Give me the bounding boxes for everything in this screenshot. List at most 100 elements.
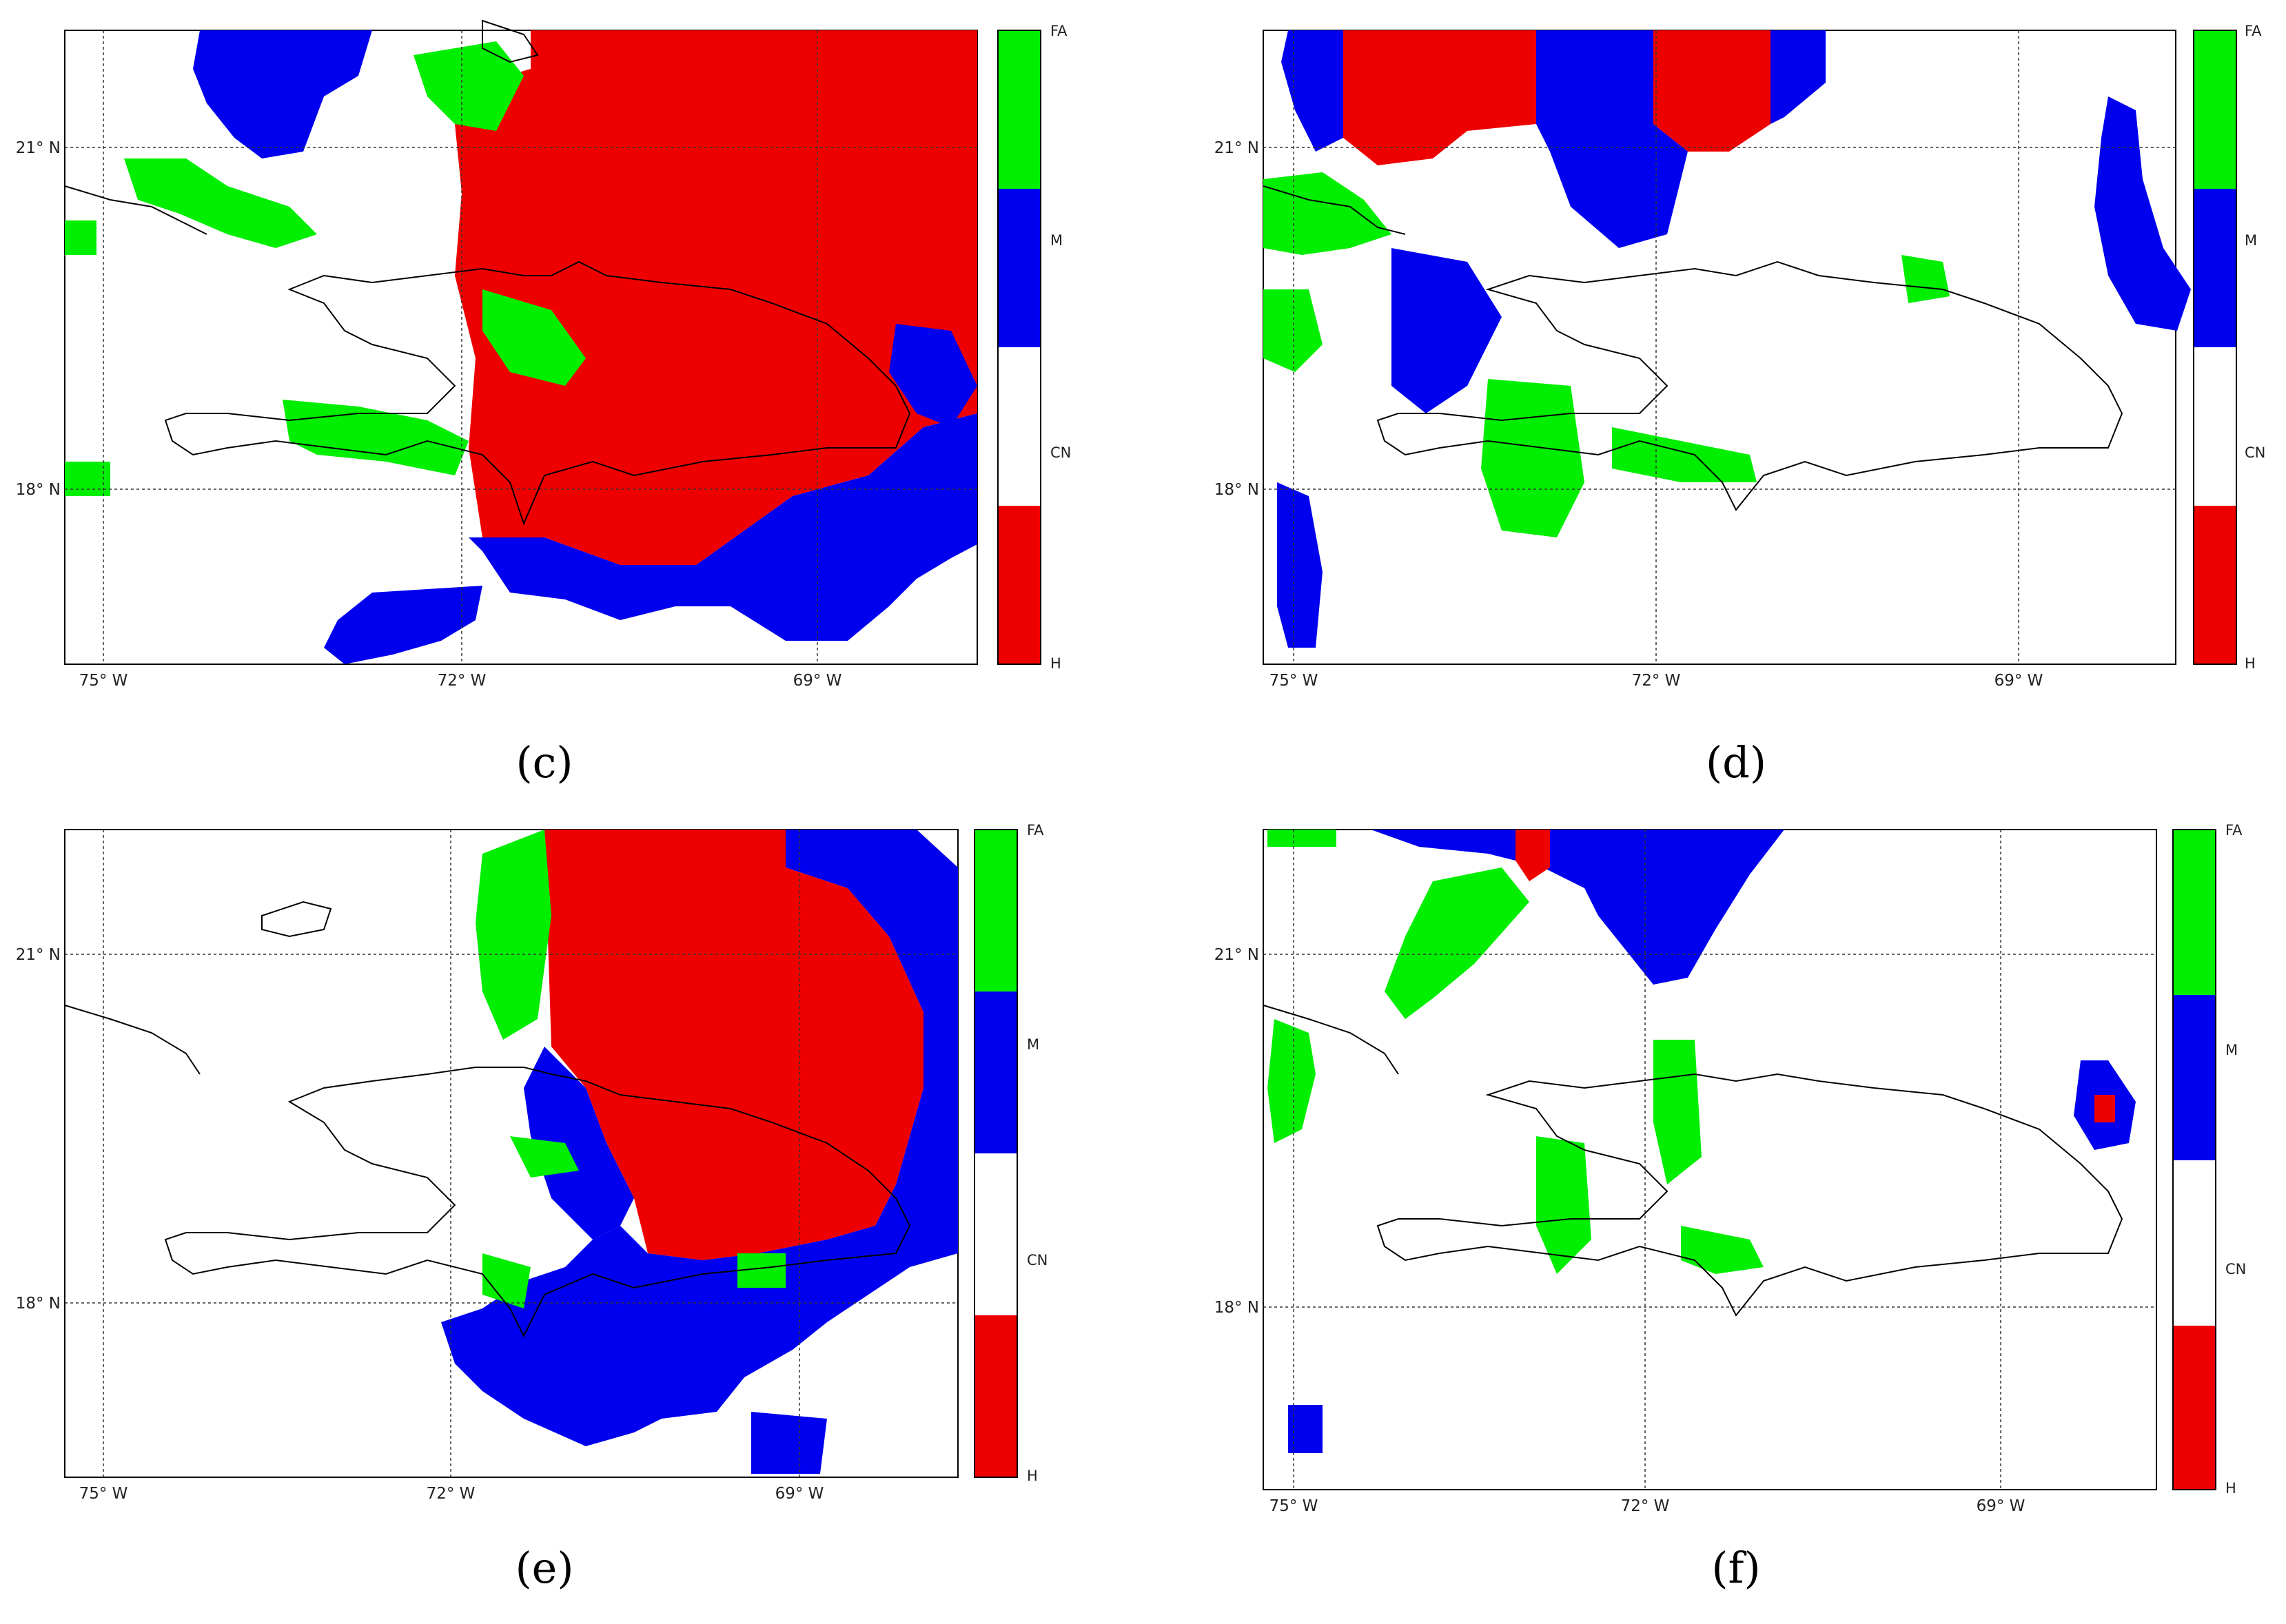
region-fa-d-2 [1481, 379, 1584, 537]
panel-label-e: (e) [515, 1543, 574, 1593]
coastline-island-e [261, 901, 332, 938]
coastline-hispaniola-d [1376, 260, 2123, 511]
colorbar-fa-c [998, 30, 1041, 189]
colorbar-m-d [2194, 189, 2236, 347]
colorbar-c: FA M CN H [997, 23, 1071, 672]
colorbar-cn-c [998, 347, 1041, 506]
region-fa-e-3 [510, 1136, 579, 1178]
colorbar-cn-e [974, 1153, 1017, 1315]
coastline-hispaniola-c [164, 260, 911, 526]
region-fa-c-1 [124, 158, 317, 248]
region-fa-d-3 [1263, 289, 1323, 372]
region-m-c-1 [469, 413, 977, 641]
colorbar-fa-f [2173, 830, 2216, 995]
region-h-d-2 [1653, 30, 1770, 152]
colorbar-f: FA M CN H [2172, 822, 2246, 1497]
lon-tick-69-e: 69° W [775, 1485, 824, 1503]
lon-tick-69-f: 69° W [1977, 1497, 2025, 1515]
colorbar-label-cn-d: CN [2245, 444, 2265, 461]
map-f: 75° W 72° W 69° W 21° N 18° N FA M CN H [1214, 822, 2247, 1515]
panel-label-d: (d) [1705, 737, 1767, 788]
region-m-d-6 [1277, 482, 1323, 648]
panel-d: 75° W 72° W 69° W 21° N 18° N FA M CN H … [1143, 0, 2286, 812]
region-fa-c-4 [482, 289, 586, 386]
lat-tick-18-d: 18° N [1214, 481, 1259, 499]
colorbar-h-e [974, 1315, 1017, 1477]
lon-tick-75-c: 75° W [79, 672, 128, 690]
region-fa-c-2 [283, 400, 469, 475]
lon-tick-72-c: 72° W [438, 672, 487, 690]
region-fa-c-6 [65, 462, 110, 496]
lat-tick-18-c: 18° N [16, 481, 61, 499]
panel-f: 75° W 72° W 69° W 21° N 18° N FA M CN H … [1143, 812, 2286, 1624]
region-fa-f-5 [1653, 1040, 1702, 1184]
colorbar-cn-d [2194, 347, 2236, 506]
coastline-cuba-f [1263, 1005, 1399, 1075]
colorbar-m-c [998, 189, 1041, 347]
colorbar-m-e [974, 991, 1017, 1153]
lon-tick-75-d: 75° W [1269, 672, 1318, 690]
colorbar-label-m-f: M [2225, 1042, 2238, 1058]
colorbar-h-c [998, 506, 1041, 664]
region-m-d-2 [1536, 30, 1688, 248]
lat-tick-18-f: 18° N [1214, 1299, 1259, 1317]
colorbar-fa-d [2194, 30, 2236, 189]
region-h-f-2 [2094, 1095, 2115, 1122]
panel-label-c: (c) [516, 737, 573, 788]
colorbar-label-h-e: H [1027, 1468, 1038, 1484]
colorbar-cn-f [2173, 1160, 2216, 1326]
region-m-f-3 [1288, 1405, 1323, 1453]
colorbar-label-h-c: H [1050, 655, 1061, 672]
region-fa-f-6 [1681, 1226, 1764, 1274]
colorbar-label-m-c: M [1050, 232, 1063, 249]
colorbar-label-m-d: M [2245, 232, 2257, 249]
colorbar-frame-f [2172, 829, 2216, 1490]
region-fa-e-1 [476, 830, 551, 1040]
region-m-d-3 [1770, 30, 1826, 124]
region-h-c [455, 30, 977, 565]
region-h-e [544, 830, 923, 1260]
lon-tick-75-f: 75° W [1269, 1497, 1318, 1515]
region-m-d-4 [2094, 96, 2191, 331]
region-fa-f-2 [1385, 867, 1529, 1019]
lon-tick-72-e: 72° W [427, 1485, 476, 1503]
colorbar-h-d [2194, 506, 2236, 664]
map-c: 75° W 72° W 69° W 21° N 18° N FA M CN H [16, 19, 1071, 690]
region-m-f-1 [1371, 830, 1784, 985]
region-m-c-2 [324, 586, 482, 664]
colorbar-h-f [2173, 1326, 2216, 1490]
panel-label-f: (f) [1711, 1543, 1761, 1593]
region-m-d-5 [1391, 248, 1502, 413]
coastline-cuba-c [64, 185, 207, 235]
lon-tick-69-c: 69° W [793, 672, 842, 690]
colorbar-d: FA M CN H [2193, 23, 2265, 672]
colorbar-frame-c [997, 30, 1041, 665]
region-m-e-3 [751, 1412, 827, 1474]
colorbar-label-h-d: H [2245, 655, 2256, 672]
coastline-hispaniola-f [1376, 1073, 2123, 1317]
colorbar-label-cn-f: CN [2225, 1261, 2246, 1277]
region-fa-d-4 [1612, 427, 1757, 482]
lon-tick-72-f: 72° W [1621, 1497, 1670, 1515]
colorbar-frame-e [974, 829, 1018, 1478]
lat-tick-21-f: 21° N [1214, 946, 1259, 964]
colorbar-label-fa-c: FA [1050, 23, 1068, 39]
coastline-hispaniola-e [164, 1067, 911, 1338]
colorbar-label-cn-e: CN [1027, 1252, 1048, 1268]
lat-tick-21-c: 21° N [16, 139, 61, 157]
colorbar-label-fa-f: FA [2225, 822, 2243, 839]
map-e: 75° W 72° W 69° W 21° N 18° N FA M CN H [16, 822, 1048, 1503]
region-h-f-1 [1516, 830, 1550, 881]
region-fa-d-5 [1901, 255, 1950, 303]
map-d: 75° W 72° W 69° W 21° N 18° N FA M CN H [1214, 23, 2266, 690]
region-fa-c-5 [65, 220, 96, 255]
coastline-cuba-d [1263, 185, 1406, 235]
panel-c: 75° W 72° W 69° W 21° N 18° N FA M CN H … [0, 0, 1143, 812]
panel-e: 75° W 72° W 69° W 21° N 18° N FA M CN H … [0, 812, 1143, 1624]
region-fa-e-4 [482, 1253, 531, 1308]
lat-tick-21-d: 21° N [1214, 139, 1259, 157]
region-m-e-2 [524, 1047, 634, 1240]
region-fa-f-4 [1536, 1136, 1591, 1274]
coastline-cuba-e [64, 1005, 201, 1075]
colorbar-m-f [2173, 995, 2216, 1160]
